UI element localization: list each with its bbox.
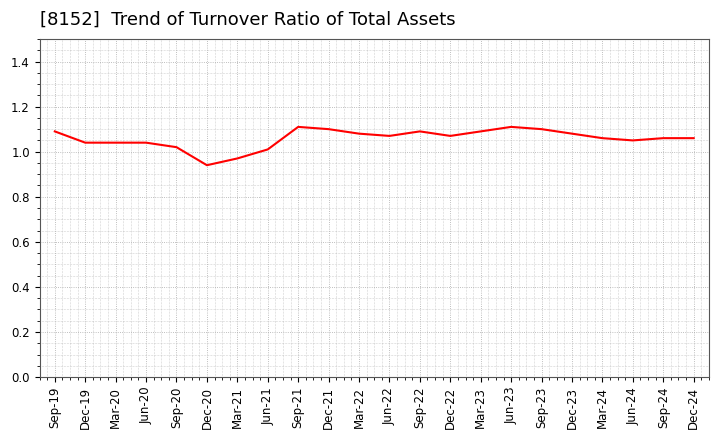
Text: [8152]  Trend of Turnover Ratio of Total Assets: [8152] Trend of Turnover Ratio of Total …: [40, 11, 455, 29]
